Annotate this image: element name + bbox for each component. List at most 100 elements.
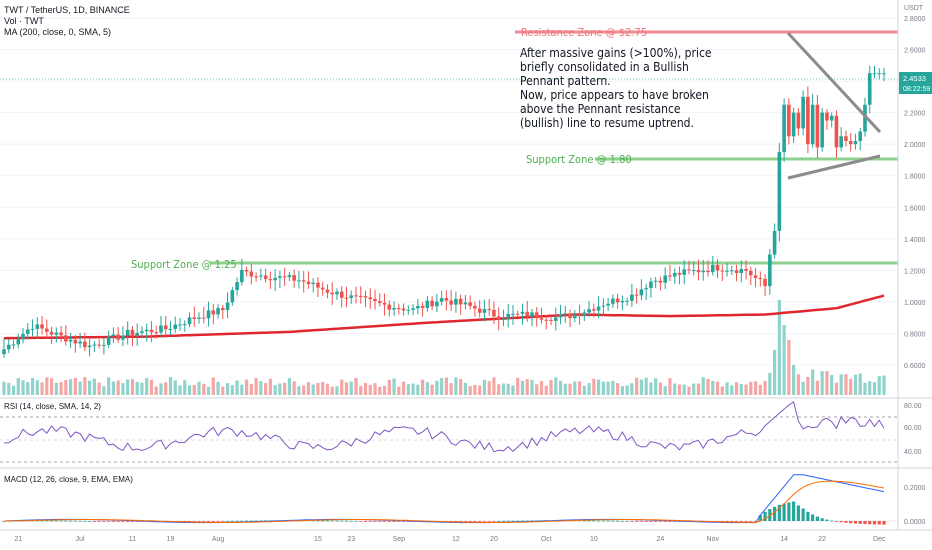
volume-bar [482, 379, 487, 395]
volume-bar [164, 382, 168, 395]
volume-bar [397, 386, 401, 395]
volume-bar [649, 382, 653, 395]
volume-bar [506, 383, 510, 395]
price-axis[interactable]: 2.80002.60002.40002.20002.00001.80001.60… [904, 16, 926, 370]
candle-body [121, 335, 125, 340]
candle-body [454, 298, 458, 305]
macd-histogram-bar [240, 520, 244, 522]
macd-histogram-bar [844, 521, 848, 523]
macd-histogram-bar [663, 521, 667, 522]
macd-histogram-bar [216, 521, 220, 522]
rsi-line [3, 401, 885, 453]
volume-bar [792, 365, 796, 395]
time-axis[interactable]: 21 Jul 11 19 Aug 15 23 Sep 12 20 Oct 10 24 Nov 14 22 Dec [14, 536, 886, 543]
volume-bar [92, 378, 96, 395]
volume-bar [368, 384, 372, 395]
volume-bar [882, 375, 886, 395]
time-tick: 14 [780, 536, 788, 543]
macd-histogram-bar [73, 520, 77, 522]
macd-histogram-bar [635, 521, 639, 522]
macd-histogram-bar [616, 520, 620, 522]
macd-legend[interactable]: MACD (12, 26, close, 9, EMA, EMA) [4, 475, 133, 484]
rsi-tick-80: 80.00 [904, 403, 922, 410]
volume-bar [658, 382, 663, 395]
candle-body [201, 317, 206, 319]
volume-bar [668, 378, 672, 395]
volume-legend[interactable]: Vol · TWT [4, 16, 44, 26]
candle-body [287, 275, 292, 278]
volume-bar [154, 386, 158, 395]
volume-bar [49, 378, 54, 395]
volume-bar [796, 374, 800, 395]
macd-histogram-bar [363, 521, 368, 522]
candle-body [392, 308, 396, 310]
macd-histogram-bar [744, 521, 748, 522]
candle-body [49, 331, 54, 335]
candle-body [92, 344, 97, 346]
candle-body [339, 291, 344, 298]
macd-histogram-bar [478, 521, 482, 522]
candle-body [311, 282, 315, 284]
candle-body [182, 324, 187, 326]
candle-body [867, 73, 872, 105]
last-price-label: 2.4533 [903, 74, 926, 83]
candle-body [715, 264, 720, 271]
macd-histogram-bar [820, 518, 824, 521]
volume-bar [772, 350, 777, 395]
volume-bar [11, 385, 16, 395]
time-tick: 12 [452, 536, 460, 543]
candle-body [625, 300, 629, 302]
macd-histogram-bar [325, 520, 330, 522]
volume-bar [387, 379, 391, 395]
volume-bar [544, 385, 548, 395]
candle-body [872, 73, 877, 75]
volume-bar [811, 369, 815, 395]
candle-body [2, 349, 6, 355]
volume-bar [149, 379, 154, 395]
rsi-legend[interactable]: RSI (14, close, SMA, 14, 2) [4, 402, 101, 411]
candle-body [520, 311, 525, 314]
candle-body [796, 112, 801, 129]
macd-histogram-bar [111, 521, 116, 522]
volume-bar [577, 381, 582, 395]
candle-body [739, 269, 744, 274]
candle-body [596, 306, 601, 311]
volume-bar [582, 385, 586, 395]
symbol-title[interactable]: TWT / TetherUS, 1D, BINANCE [4, 5, 130, 15]
volume-bar [21, 380, 25, 395]
candle-body [292, 275, 296, 281]
volume-bar [715, 381, 720, 395]
candle-body [649, 281, 653, 289]
volume-bar [687, 386, 691, 395]
macd-histogram-bar [130, 521, 135, 522]
macd-histogram-bar [611, 520, 615, 522]
volume-bar [454, 377, 458, 395]
candle-body [672, 272, 677, 277]
candle-body [278, 276, 282, 278]
volume-bar [321, 381, 325, 395]
annotation-note: After massive gains (>100%), price brief… [520, 46, 712, 130]
candle-body [244, 269, 249, 272]
volume-bar [392, 378, 396, 395]
candle-body [729, 270, 734, 272]
candle-body [444, 298, 449, 301]
macd-histogram-bar [92, 521, 96, 522]
volume-bar [801, 381, 805, 395]
candle-body [687, 269, 691, 271]
price-tick: 0.6000 [904, 363, 926, 370]
candle-body [501, 318, 506, 320]
macd-histogram-bar [244, 520, 249, 522]
volume-bar [696, 383, 701, 395]
volume-bar [511, 385, 515, 395]
volume-bar [440, 378, 444, 395]
volume-bar [2, 381, 6, 395]
volume-bar [325, 383, 330, 395]
volume-bar [187, 385, 192, 395]
macd-histogram-bar [825, 519, 829, 521]
volume-bar [782, 325, 786, 395]
candle-body [301, 280, 306, 282]
ma-legend[interactable]: MA (200, close, 0, SMA, 5) [4, 27, 111, 37]
note-line: briefly consolidated in a Bullish [520, 60, 689, 74]
macd-histogram-bar [730, 521, 734, 522]
